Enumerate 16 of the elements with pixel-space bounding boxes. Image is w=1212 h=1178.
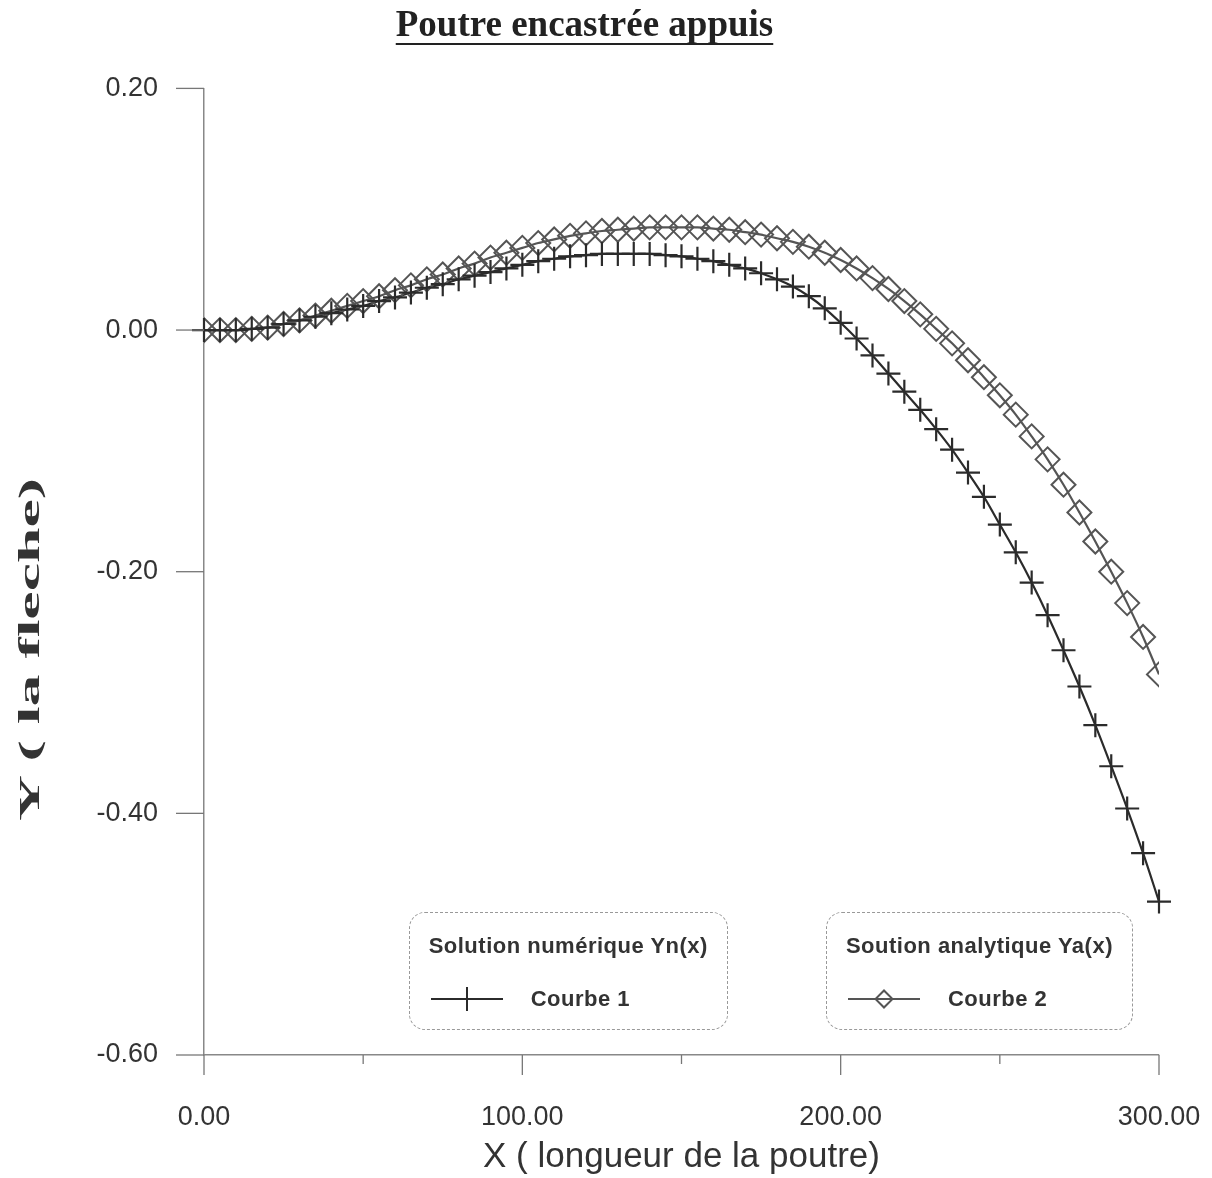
y-tick-label: 0.00 bbox=[105, 313, 158, 344]
annotation: Soution analytique Ya(x) bbox=[845, 933, 1113, 959]
annotation: Solution numérique Yn(x) bbox=[428, 933, 708, 959]
y-tick-label: 0.20 bbox=[105, 71, 158, 102]
x-tick-label: 0.00 bbox=[177, 1100, 231, 1131]
y-tick-label: -0.60 bbox=[96, 1038, 158, 1069]
y-tick-label: -0.40 bbox=[96, 796, 158, 827]
x-tick-label: 300.00 bbox=[1117, 1100, 1201, 1131]
x-axis-title: X ( longueur de la poutre) bbox=[483, 1134, 880, 1174]
chart-title: Poutre encastrée appuis bbox=[395, 2, 774, 44]
y-tick-label: -0.20 bbox=[96, 555, 158, 586]
legend-label: Courbe 1 bbox=[530, 986, 630, 1012]
legend-label: Courbe 2 bbox=[947, 986, 1048, 1012]
x-tick-label: 200.00 bbox=[799, 1100, 882, 1131]
x-tick-label: 100.00 bbox=[481, 1100, 564, 1131]
y-axis-title: Y ( la fleche) bbox=[13, 477, 46, 821]
